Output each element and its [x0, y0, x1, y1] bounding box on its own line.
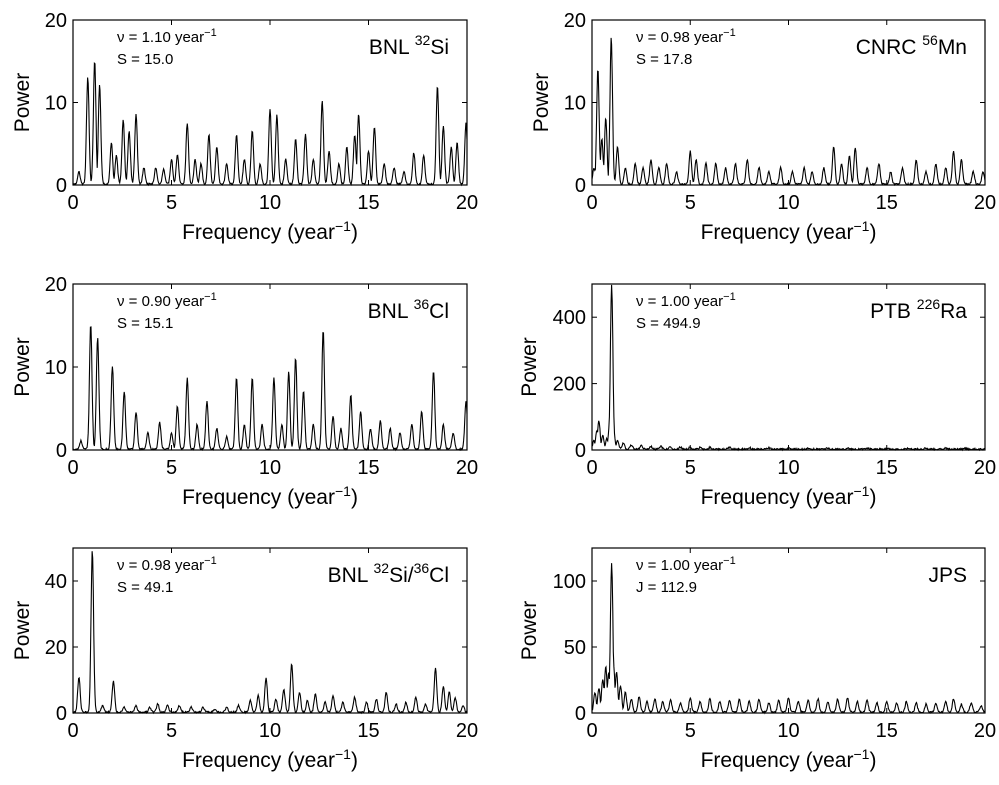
x-tick-label: 15	[357, 457, 379, 479]
x-tick-label: 0	[67, 720, 78, 742]
x-tick-label: 0	[586, 192, 597, 214]
data-point	[90, 324, 92, 326]
frequency-annotation: ν = 1.00 year−1	[636, 555, 736, 574]
frequency-annotation: ν = 1.10 year−1	[117, 27, 217, 46]
y-tick-label: 0	[56, 440, 67, 462]
x-tick-label: 15	[357, 192, 379, 214]
data-point	[597, 69, 599, 71]
panel-5: 0 5 10 15 20 0 20 40 Frequency (year−1) Power ν = …	[11, 547, 478, 772]
x-tick-label: 20	[974, 457, 996, 479]
y-axis-label: Power	[11, 73, 34, 133]
x-tick-label: 5	[685, 457, 696, 479]
frequency-annotation: ν = 1.00 year−1	[636, 291, 736, 310]
x-tick-label: 15	[357, 720, 379, 742]
x-tick-label: 5	[166, 192, 177, 214]
spectrum-line	[72, 326, 468, 452]
x-axis-label: Frequency (year−1)	[182, 483, 358, 509]
y-tick-label: 0	[575, 440, 586, 462]
dataset-label: PTB 226Ra	[870, 296, 967, 323]
statistic-annotation: S = 17.8	[636, 51, 692, 68]
x-tick-label: 10	[777, 192, 799, 214]
statistic-annotation: S = 494.9	[636, 315, 701, 332]
frequency-annotation: ν = 0.90 year−1	[117, 291, 217, 310]
y-tick-label: 20	[45, 10, 67, 32]
data-point	[433, 370, 435, 372]
x-axis-label: Frequency (year−1)	[701, 746, 877, 772]
data-point	[94, 61, 96, 63]
x-tick-label: 20	[456, 192, 478, 214]
y-tick-label: 20	[45, 274, 67, 296]
y-tick-label: 100	[553, 571, 586, 593]
y-tick-label: 200	[553, 374, 586, 396]
x-axis-label: Frequency (year−1)	[701, 218, 877, 244]
panel-3: 0 5 10 15 20 0 10 20 Frequency (year−1) Power ν = …	[11, 274, 478, 509]
y-tick-label: 50	[564, 637, 586, 659]
y-tick-label: 0	[56, 175, 67, 197]
x-tick-label: 0	[67, 192, 78, 214]
statistic-annotation: J = 112.9	[636, 579, 697, 596]
dataset-label: BNL 32Si/36Cl	[328, 560, 449, 587]
x-axis-label: Frequency (year−1)	[701, 483, 877, 509]
x-tick-label: 10	[777, 457, 799, 479]
y-axis-label: Power	[11, 601, 34, 661]
x-tick-label: 10	[259, 720, 281, 742]
x-axis-label: Frequency (year−1)	[182, 746, 358, 772]
data-point	[322, 330, 324, 332]
spectrum-line	[591, 563, 986, 715]
panel-1: 0 5 10 15 20 0 10 20 Frequency (year−1) Power ν = …	[11, 10, 478, 244]
x-tick-label: 20	[974, 192, 996, 214]
y-tick-label: 0	[575, 703, 586, 725]
x-tick-label: 5	[685, 192, 696, 214]
x-tick-label: 10	[259, 457, 281, 479]
y-axis-label: Power	[530, 73, 553, 133]
x-tick-label: 5	[166, 720, 177, 742]
y-tick-label: 400	[553, 307, 586, 329]
x-tick-label: 5	[166, 457, 177, 479]
dataset-label: JPS	[928, 564, 967, 587]
panel-6: 0 5 10 15 20 0 50 100 Frequency (year−1) Power ν =…	[518, 547, 996, 772]
x-tick-label: 0	[586, 457, 597, 479]
y-tick-label: 20	[564, 10, 586, 32]
x-tick-label: 20	[456, 720, 478, 742]
panel-2: 0 5 10 15 20 0 10 20 Frequency (year−1) Power ν = …	[530, 10, 996, 244]
x-tick-label: 15	[876, 192, 898, 214]
data-point	[437, 85, 439, 87]
x-tick-label: 0	[67, 457, 78, 479]
x-tick-label: 0	[586, 720, 597, 742]
dataset-label: CNRC 56Mn	[856, 32, 967, 59]
y-tick-label: 10	[45, 357, 67, 379]
dataset-label: BNL 32Si	[369, 32, 449, 59]
y-tick-label: 40	[45, 571, 67, 593]
y-axis-label: Power	[11, 337, 34, 397]
x-tick-label: 10	[259, 192, 281, 214]
y-axis-label: Power	[518, 337, 541, 397]
spectrum-line	[72, 62, 468, 187]
y-tick-label: 20	[45, 637, 67, 659]
x-tick-label: 5	[685, 720, 696, 742]
statistic-annotation: S = 15.1	[117, 315, 173, 332]
y-tick-label: 0	[575, 175, 586, 197]
x-tick-label: 15	[876, 457, 898, 479]
x-axis-label: Frequency (year−1)	[182, 218, 358, 244]
statistic-annotation: S = 49.1	[117, 579, 173, 596]
x-tick-label: 20	[974, 720, 996, 742]
frequency-annotation: ν = 0.98 year−1	[636, 27, 736, 46]
dataset-label: BNL 36Cl	[368, 296, 449, 323]
y-tick-label: 10	[45, 93, 67, 115]
y-tick-label: 0	[56, 703, 67, 725]
y-tick-label: 10	[564, 93, 586, 115]
x-tick-label: 15	[876, 720, 898, 742]
statistic-annotation: S = 15.0	[117, 51, 173, 68]
frequency-annotation: ν = 0.98 year−1	[117, 555, 217, 574]
x-tick-label: 20	[456, 457, 478, 479]
x-tick-label: 10	[777, 720, 799, 742]
y-axis-label: Power	[518, 601, 541, 661]
